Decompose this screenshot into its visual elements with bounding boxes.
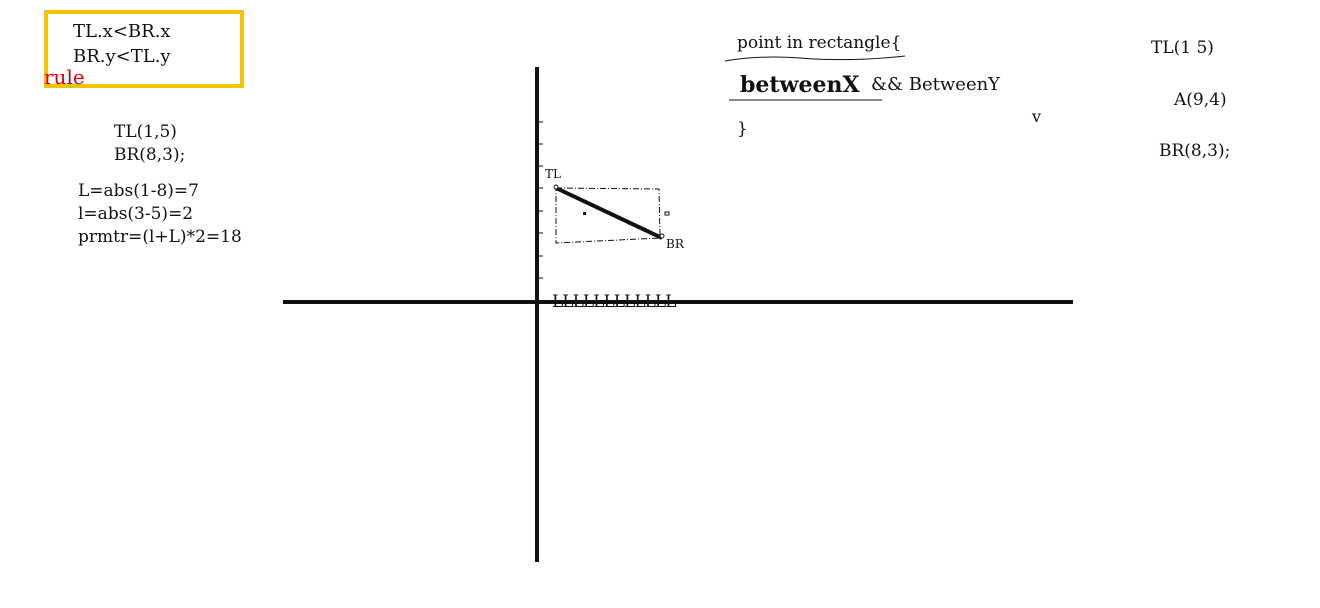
right-tl: TL(1 5) — [1151, 38, 1214, 58]
rule-label: rule — [44, 65, 85, 89]
rule-line-1: TL.x<BR.x — [73, 21, 171, 42]
rule-line-2: BR.y<TL.y — [73, 46, 171, 67]
right-a: A(9,4) — [1174, 90, 1227, 110]
pseudo-header: point in rectangle{ — [737, 33, 902, 53]
rectangle-outline — [555, 187, 661, 244]
graph-br-label: BR — [666, 237, 684, 251]
pseudo-close-brace: } — [737, 119, 748, 139]
calc-perimeter: prmtr=(l+L)*2=18 — [78, 227, 242, 247]
calc-tl: TL(1,5) — [114, 122, 177, 142]
tl-point — [553, 184, 559, 190]
y-axis-ticks — [537, 121, 543, 279]
pseudo-between-x: betweenX — [740, 72, 860, 98]
calc-br: BR(8,3); — [114, 145, 186, 165]
br-point — [659, 233, 665, 239]
v-mark: v — [1032, 107, 1042, 126]
inner-dot — [583, 212, 586, 215]
rule-box — [44, 10, 244, 88]
header-underline — [724, 55, 906, 62]
outer-dot — [664, 211, 670, 216]
pseudo-between-y: && BetweenY — [871, 74, 1001, 95]
right-br: BR(8,3); — [1159, 141, 1231, 161]
calc-length: L=abs(1-8)=7 — [78, 181, 199, 201]
calc-width: l=abs(3-5)=2 — [78, 204, 194, 224]
graph-tl-label: TL — [545, 167, 561, 181]
diagonal-tl-br — [555, 186, 663, 240]
